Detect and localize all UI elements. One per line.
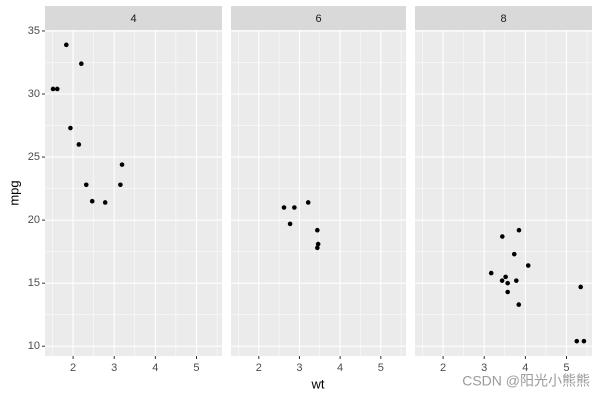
point xyxy=(315,227,320,233)
point xyxy=(119,162,125,167)
point xyxy=(54,86,60,92)
x-tick-label: 5 xyxy=(563,362,569,374)
y-tick-label: 10 xyxy=(28,340,40,352)
strip-text: 6 xyxy=(315,13,321,25)
point xyxy=(574,338,580,344)
y-tick-label: 25 xyxy=(28,151,40,163)
strip xyxy=(231,6,406,30)
panel xyxy=(45,30,222,356)
panel xyxy=(415,30,592,356)
point xyxy=(64,42,69,48)
x-tick-label: 2 xyxy=(440,362,446,374)
point xyxy=(281,205,287,210)
y-tick-label: 35 xyxy=(28,25,40,37)
x-tick-label: 2 xyxy=(70,362,76,374)
watermark: CSDN @阳光小熊熊 xyxy=(462,373,590,389)
x-tick-label: 3 xyxy=(111,362,117,374)
point xyxy=(578,284,583,290)
point xyxy=(315,241,321,247)
point xyxy=(102,200,108,205)
point xyxy=(118,182,123,188)
point xyxy=(488,270,494,276)
x-tick-label: 5 xyxy=(193,362,199,374)
y-tick-label: 30 xyxy=(28,88,40,100)
x-tick-label: 3 xyxy=(481,362,487,374)
y-tick-label: 15 xyxy=(28,277,40,289)
point xyxy=(511,251,517,257)
x-tick-label: 4 xyxy=(337,362,343,374)
point xyxy=(514,278,519,283)
x-tick-label: 5 xyxy=(378,362,384,374)
point xyxy=(499,278,505,283)
point xyxy=(79,61,84,67)
strip-text: 8 xyxy=(500,13,506,25)
y-tick-label: 20 xyxy=(28,214,40,226)
strip-text: 4 xyxy=(130,13,136,25)
strip xyxy=(415,6,592,30)
point xyxy=(525,263,531,268)
point xyxy=(505,289,510,295)
point xyxy=(505,280,510,286)
point xyxy=(68,125,73,131)
point xyxy=(581,338,587,344)
x-tick-label: 4 xyxy=(522,362,528,374)
panel xyxy=(231,30,406,356)
y-axis-title: mpg xyxy=(6,180,21,205)
x-tick-label: 4 xyxy=(152,362,158,374)
strip xyxy=(45,6,222,30)
point xyxy=(500,234,505,239)
x-axis-title: wt xyxy=(311,376,325,391)
point xyxy=(76,142,82,147)
point xyxy=(516,302,522,307)
point xyxy=(89,198,95,204)
point xyxy=(83,182,89,188)
point xyxy=(503,274,508,280)
point xyxy=(292,205,297,210)
point xyxy=(50,86,56,92)
x-tick-label: 3 xyxy=(296,362,302,374)
point xyxy=(305,200,311,205)
point xyxy=(287,221,293,227)
x-tick-label: 2 xyxy=(256,362,262,374)
point xyxy=(516,227,522,233)
point xyxy=(315,245,320,251)
